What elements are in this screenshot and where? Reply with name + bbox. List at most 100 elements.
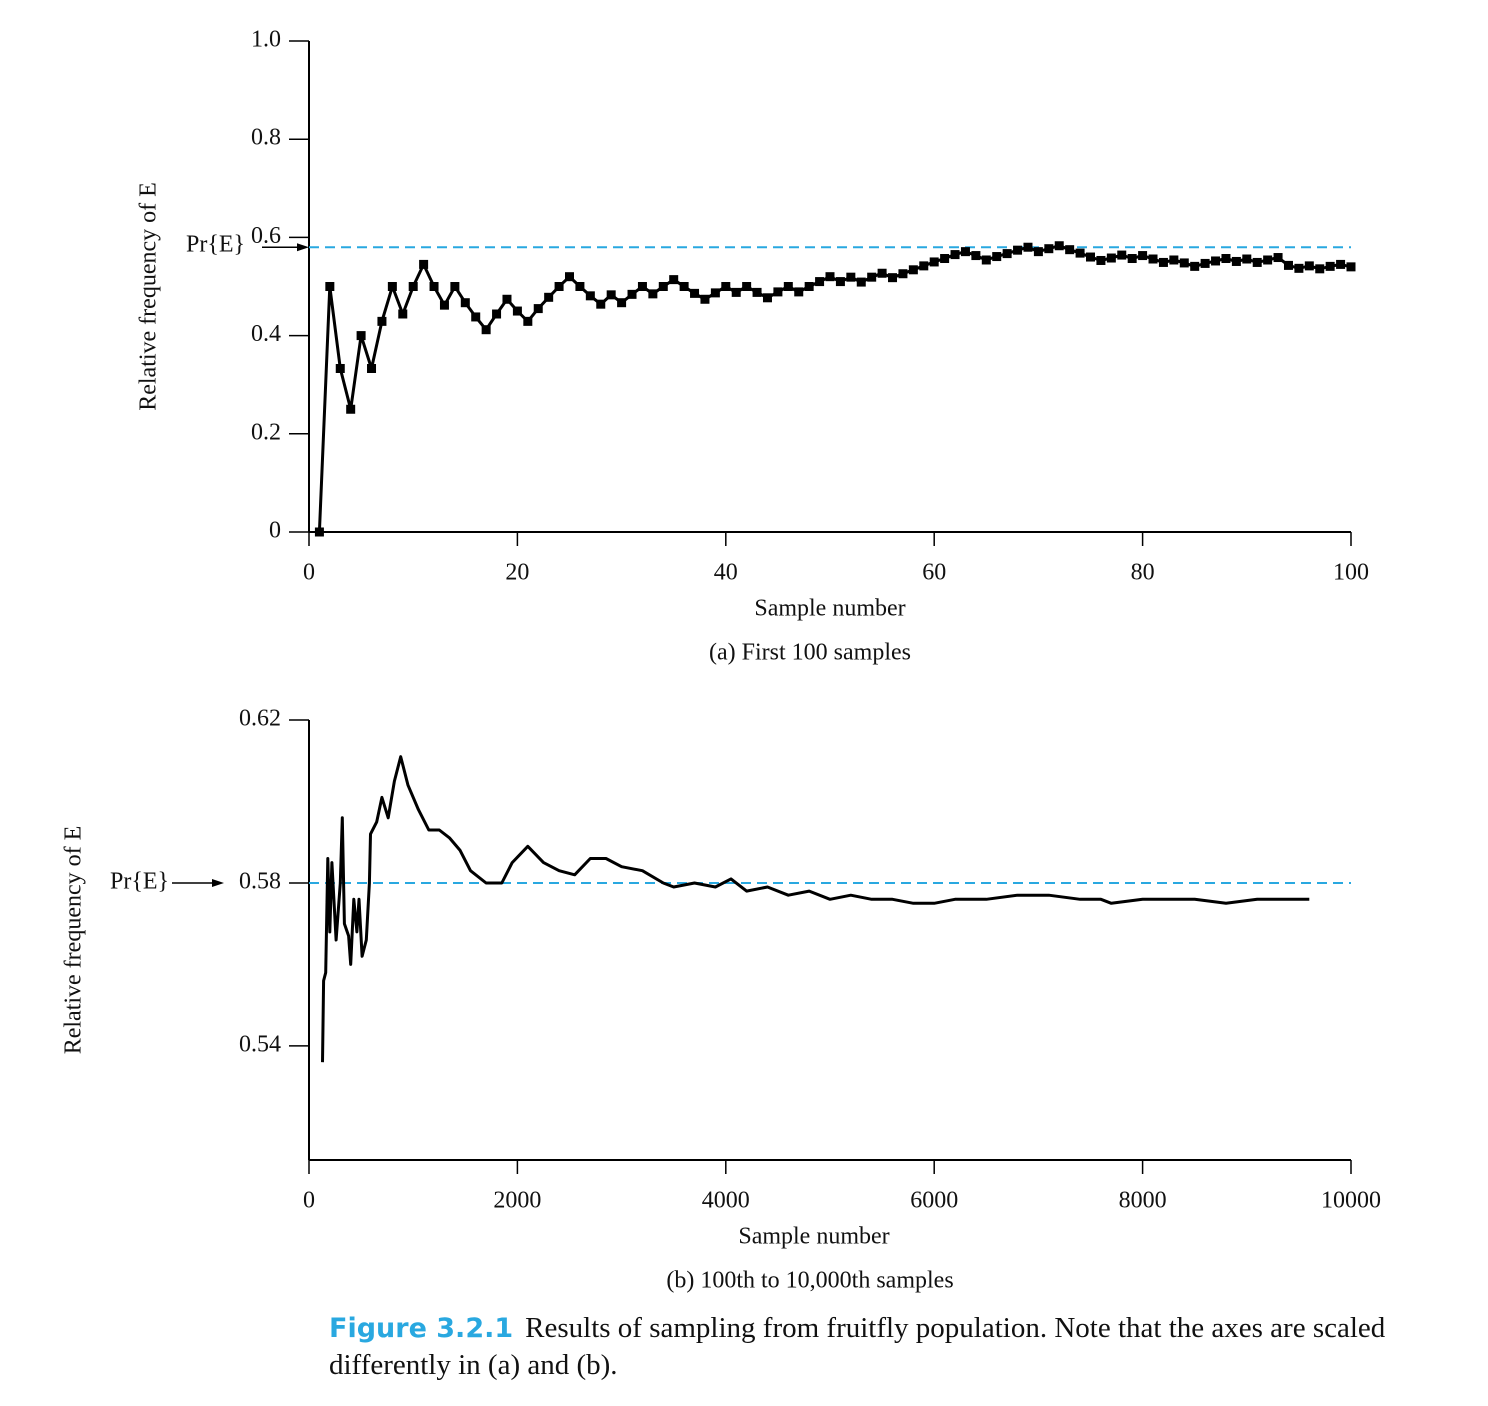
data-marker	[1033, 247, 1043, 257]
chart-subtitle: (a) First 100 samples	[709, 640, 911, 666]
data-marker	[398, 309, 408, 319]
data-marker	[1086, 252, 1095, 262]
data-marker	[908, 265, 918, 275]
y-axis-label: Relative frequency of E	[61, 826, 87, 1055]
data-marker	[1148, 254, 1158, 264]
data-marker	[940, 254, 950, 264]
data-marker	[439, 300, 449, 310]
data-marker	[1200, 258, 1210, 268]
data-marker	[815, 277, 825, 287]
data-marker	[898, 269, 908, 279]
data-marker	[554, 282, 564, 291]
data-marker	[481, 325, 491, 335]
data-marker	[1158, 257, 1168, 267]
data-marker	[1138, 251, 1148, 261]
data-marker	[981, 255, 991, 265]
data-marker	[971, 251, 981, 261]
data-marker	[1023, 242, 1033, 252]
data-marker	[596, 299, 606, 309]
data-marker	[419, 259, 429, 269]
x-tick-label: 40	[714, 560, 738, 586]
chart-subtitle: (b) 100th to 10,000th samples	[666, 1268, 953, 1294]
y-tick-label: 0.4	[251, 321, 281, 347]
data-marker	[450, 282, 460, 291]
reference-arrowhead	[297, 243, 309, 252]
x-tick-label: 80	[1131, 560, 1155, 586]
reference-label: Pr{E}	[186, 232, 245, 258]
caption-text: Results of sampling from fruitfly popula…	[329, 1312, 1386, 1381]
y-tick-label: 0.62	[239, 706, 281, 732]
data-marker	[1336, 259, 1346, 269]
data-marker	[794, 287, 804, 297]
data-marker	[856, 277, 866, 287]
data-marker	[877, 268, 887, 278]
data-marker	[1127, 254, 1137, 264]
data-marker	[1169, 255, 1179, 265]
data-marker	[721, 282, 731, 291]
x-tick-label: 100	[1333, 560, 1369, 586]
x-axis-label: Sample number	[754, 596, 905, 622]
data-marker	[1065, 245, 1075, 255]
data-marker	[1231, 256, 1241, 266]
data-marker	[471, 312, 481, 322]
data-marker	[773, 287, 783, 297]
data-line	[317, 244, 1352, 533]
data-marker	[585, 291, 595, 301]
data-marker	[460, 298, 470, 308]
data-marker	[1096, 255, 1106, 265]
data-marker	[1106, 253, 1116, 263]
data-marker	[335, 363, 345, 373]
x-tick-label: 10000	[1321, 1188, 1381, 1214]
data-marker	[1315, 264, 1325, 274]
caption: Figure 3.2.1 Results of sampling from fru…	[329, 1310, 1439, 1383]
data-marker	[617, 298, 627, 308]
caption-label: Figure 3.2.1	[329, 1313, 514, 1344]
data-marker	[408, 282, 418, 291]
y-tick-label: 0.54	[239, 1031, 281, 1057]
data-marker	[919, 261, 929, 271]
data-marker	[1211, 256, 1221, 266]
figure: 0 0.2 0.4 0.6 0.8 1.0 0 20 40 60 80 100 Sample numbe…	[61, 27, 1382, 1294]
data-marker	[627, 289, 637, 299]
data-marker	[888, 273, 898, 283]
x-tick-label: 0	[303, 1188, 315, 1214]
data-marker	[752, 287, 762, 297]
data-marker	[1273, 253, 1283, 263]
data-marker	[846, 272, 856, 282]
x-tick-label: 60	[922, 560, 946, 586]
data-marker	[1179, 258, 1189, 268]
x-tick-label: 6000	[910, 1188, 958, 1214]
data-marker	[502, 294, 512, 304]
data-marker	[356, 331, 366, 341]
data-marker	[523, 316, 533, 326]
data-marker	[1117, 250, 1127, 260]
data-marker	[429, 282, 439, 291]
data-marker	[669, 275, 679, 285]
y-tick-label: 0.8	[251, 125, 281, 151]
y-tick-label: 0	[269, 518, 281, 544]
data-marker	[1190, 261, 1200, 271]
data-marker	[825, 272, 835, 282]
data-marker	[512, 306, 522, 316]
data-marker	[804, 282, 814, 291]
data-marker	[1304, 261, 1314, 271]
y-axis-label: Relative frequency of E	[136, 182, 162, 411]
data-marker	[835, 277, 845, 287]
data-marker	[606, 290, 616, 300]
data-marker	[533, 304, 543, 314]
y-tick-label: 0.6	[251, 223, 281, 249]
data-marker	[314, 527, 324, 537]
reference-arrowhead	[212, 878, 224, 887]
data-marker	[648, 289, 658, 299]
data-marker	[867, 272, 877, 282]
data-marker	[690, 288, 700, 298]
data-marker	[1013, 245, 1023, 255]
x-tick-label: 8000	[1119, 1188, 1167, 1214]
data-marker	[1325, 261, 1335, 271]
data-marker	[762, 293, 772, 303]
data-marker	[492, 309, 502, 319]
data-marker	[575, 282, 585, 291]
data-marker	[377, 316, 387, 326]
data-marker	[950, 250, 960, 260]
x-axis-label: Sample number	[738, 1224, 889, 1250]
